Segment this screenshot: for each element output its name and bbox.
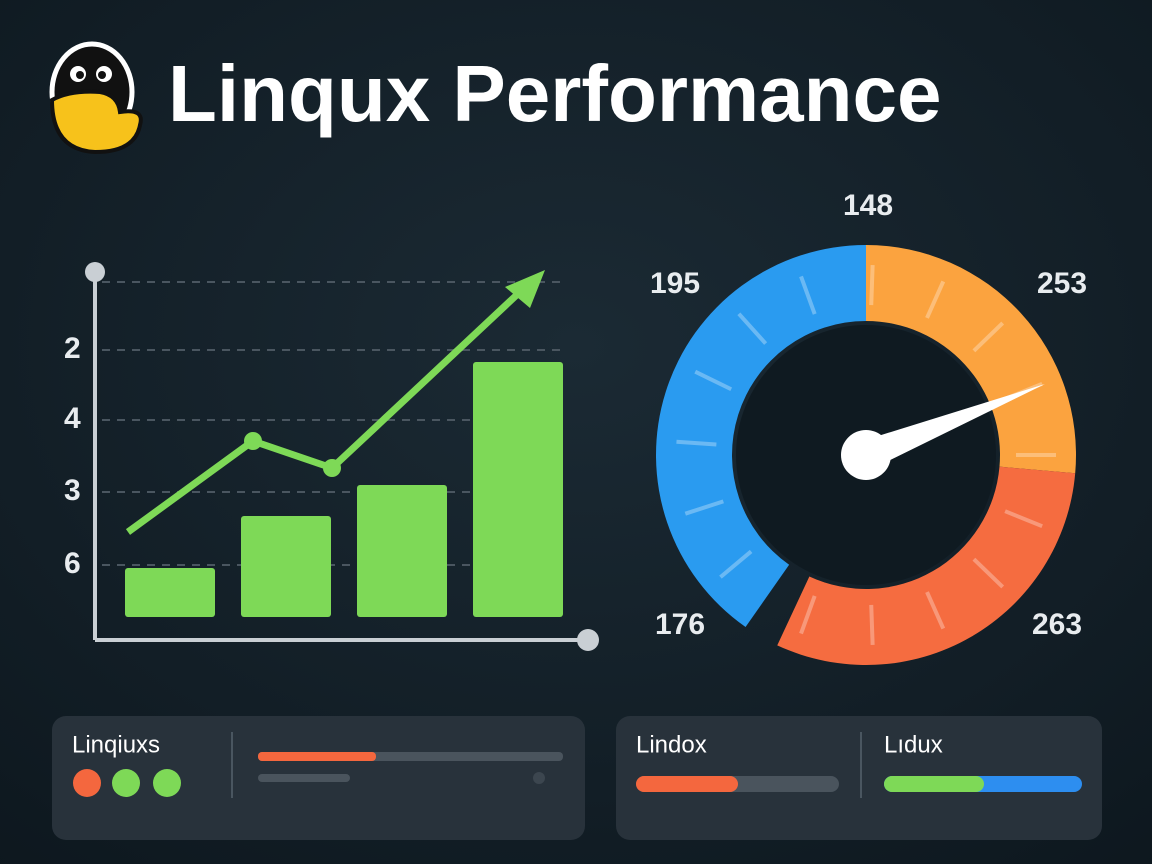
- panel-title: Lıdux: [884, 731, 943, 758]
- panel-title: Linqiuxs: [72, 731, 160, 758]
- gauge-label: 176: [655, 608, 705, 641]
- axis-end: [85, 262, 105, 282]
- gauge-tick: [925, 280, 946, 319]
- bars: [125, 362, 563, 617]
- gauge-tick: [799, 595, 817, 635]
- gauge-tick: [1004, 509, 1043, 529]
- gauge-needle: [862, 384, 1045, 469]
- gauge-label: 195: [650, 267, 700, 300]
- trend-point: [244, 432, 262, 450]
- y-label: 2: [64, 332, 81, 365]
- y-label: 3: [64, 474, 81, 507]
- progress-fill: [636, 776, 738, 792]
- y-label: 4: [64, 402, 81, 435]
- gauge-tick: [719, 549, 753, 579]
- gauge-tick: [925, 591, 946, 630]
- panel: [616, 716, 1102, 840]
- gauge-hub: [841, 430, 891, 480]
- gauge-segment: [656, 245, 866, 628]
- status-dot: [153, 769, 181, 797]
- gauge-tick: [676, 439, 717, 447]
- indicator: [533, 772, 545, 784]
- gauge-tick: [737, 312, 768, 345]
- gauge-tick: [972, 321, 1005, 353]
- panel-title: Lindox: [636, 731, 707, 758]
- y-label: 6: [64, 547, 81, 580]
- gauge-segment: [866, 245, 1076, 474]
- chart-axes: [93, 272, 586, 642]
- title: Linqux Performance: [168, 49, 942, 138]
- progress-fill: [884, 776, 984, 792]
- gauge-tick: [684, 499, 724, 516]
- trend-point: [323, 459, 341, 477]
- trend-arrow: [505, 270, 545, 308]
- progress-fill: [258, 752, 376, 761]
- gauge-tick: [972, 557, 1005, 589]
- gauge-tick: [694, 369, 733, 392]
- gauge-label: 148: [843, 189, 893, 222]
- gauge-segment: [777, 466, 1076, 665]
- progress-track: [258, 774, 350, 782]
- axis-end: [577, 629, 599, 651]
- gauge-label: 253: [1037, 267, 1087, 300]
- status-dot: [112, 769, 140, 797]
- gauge-tick: [869, 265, 875, 306]
- gauge-tick: [799, 275, 817, 315]
- status-dot: [73, 769, 101, 797]
- gauge: [656, 245, 1076, 665]
- logo: [49, 41, 143, 155]
- gauge-label: 263: [1032, 608, 1082, 641]
- gauge-tick: [869, 604, 875, 645]
- trend-line: [125, 287, 525, 535]
